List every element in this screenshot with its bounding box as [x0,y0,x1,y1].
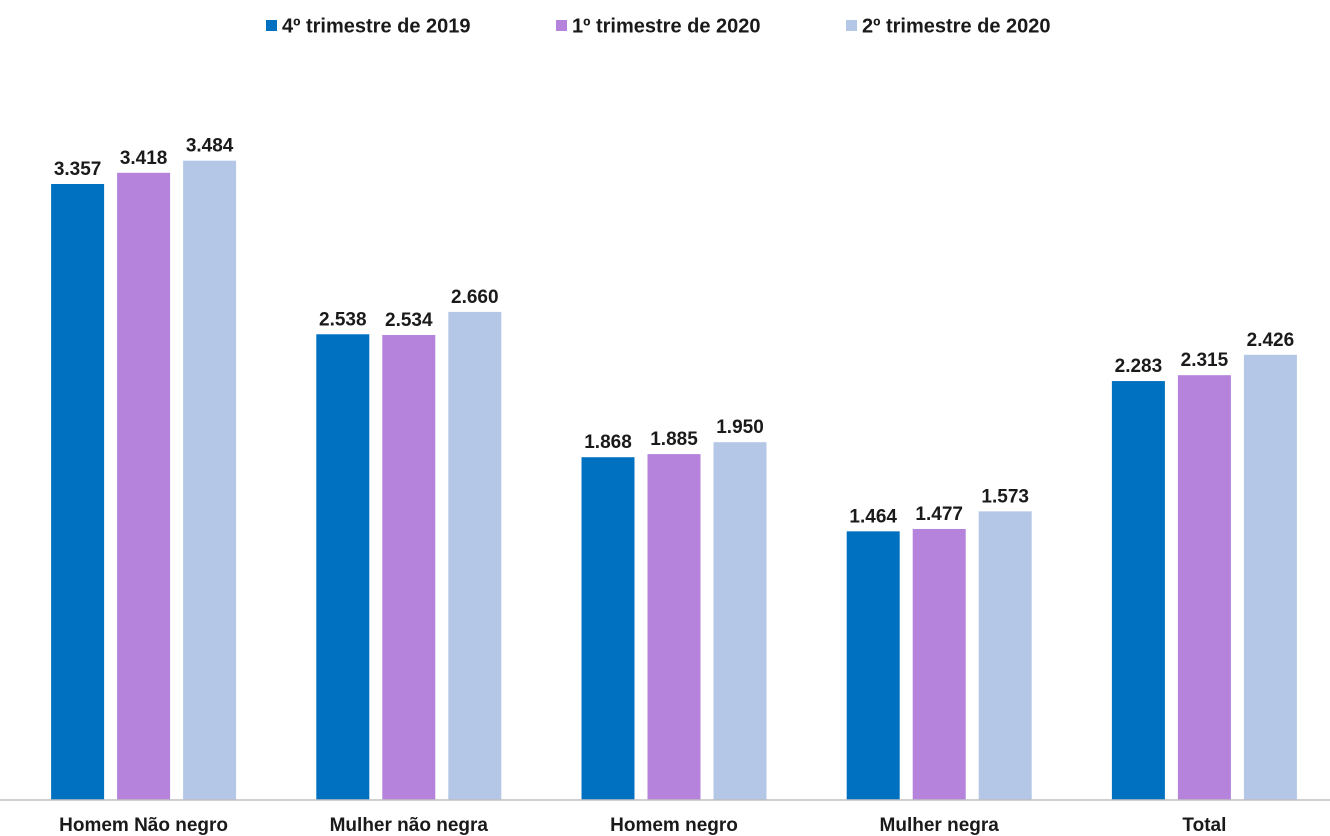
data-label: 1.885 [650,429,698,450]
legend-label: 2º trimestre de 2020 [862,15,1051,37]
bar [846,531,900,800]
bar [183,160,237,800]
data-label: 1.477 [915,504,963,525]
data-label: 2.283 [1115,356,1163,377]
data-label: 2.534 [385,310,433,331]
bar [1177,375,1231,800]
data-label: 2.426 [1247,330,1295,351]
bar [713,442,767,800]
x-tick-label: Homem negro [610,815,738,836]
bar [316,334,370,800]
bar [1243,354,1297,800]
data-label: 2.538 [319,309,367,330]
bar [978,511,1032,800]
data-label: 3.484 [186,136,234,157]
bar [912,528,966,800]
legend-swatch [846,20,857,31]
data-label: 2.315 [1181,350,1229,371]
x-tick-label: Mulher não negra [330,815,489,836]
bar [448,311,502,800]
data-label: 1.868 [584,432,632,453]
x-tick-label: Homem Não negro [59,815,228,836]
x-tick-label: Mulher negra [880,815,1000,836]
legend-label: 1º trimestre de 2020 [572,15,761,37]
bar [51,183,105,801]
bar [382,335,436,800]
bar [647,454,701,800]
bar [117,172,171,800]
data-label: 1.464 [849,506,897,527]
bar [581,457,635,800]
data-label: 1.573 [981,486,1029,507]
data-label: 3.357 [54,159,102,180]
data-label: 1.950 [716,417,764,438]
x-tick-label: Total [1182,815,1226,836]
data-label: 2.660 [451,287,499,308]
legend-swatch [556,20,567,31]
data-label: 3.418 [120,148,168,169]
bar [1111,381,1165,800]
legend-swatch [266,20,277,31]
legend-label: 4º trimestre de 2019 [282,15,471,37]
